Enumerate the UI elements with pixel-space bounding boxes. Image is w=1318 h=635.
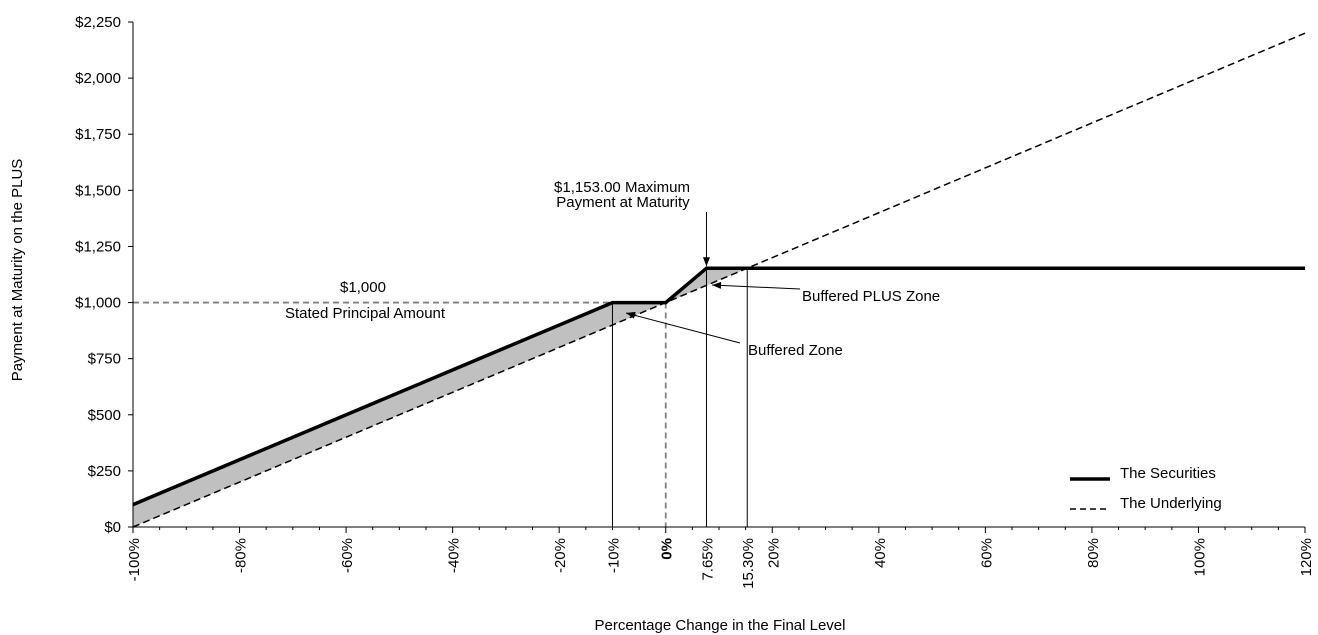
buffered-plus-zone-label: Buffered PLUS Zone	[802, 288, 940, 305]
max-payment-label-line1: $1,153.00 Maximum	[554, 179, 690, 196]
x-tick-label: 0%	[659, 538, 676, 560]
y-tick-label: $1,750	[75, 126, 121, 143]
x-tick-label: 100%	[1192, 538, 1209, 576]
buffered-zone-arrow-head	[626, 311, 636, 319]
series-line-securities	[132, 266, 1305, 507]
x-tick-label: 7.65%	[700, 538, 717, 581]
x-tick-label: -20%	[552, 538, 569, 573]
plot-area: $0 $250 $500 $750 $1,000 $1,250 $1,500 $1,750 $2…	[75, 14, 1315, 589]
buffered-zone-label: Buffered Zone	[748, 342, 843, 359]
y-tick-label: $2,250	[75, 14, 121, 31]
y-tick-label: $1,250	[75, 238, 121, 255]
y-tick-label: $0	[104, 519, 121, 536]
x-tick-label: -10%	[606, 538, 623, 573]
y-tick-label: $1,500	[75, 182, 121, 199]
y-tick-label: $750	[88, 351, 121, 368]
y-tick-label: $500	[88, 407, 121, 424]
x-tick-label: 80%	[1085, 538, 1102, 568]
series-line-underlying	[132, 32, 1306, 528]
buffered-zone-arrow-line	[625, 312, 741, 344]
x-tick-label: 40%	[872, 538, 889, 568]
x-axis-title: Percentage Change in the Final Level	[594, 617, 845, 634]
x-tick-label: -40%	[446, 538, 463, 573]
buffered-plus-zone-arrow-head	[712, 281, 722, 289]
y-axis-title: Payment at Maturity on the PLUS	[9, 159, 26, 382]
x-tick-label: 120%	[1298, 538, 1315, 576]
y-tick-label: $2,000	[75, 70, 121, 87]
x-tick-label: 60%	[978, 538, 995, 568]
buffered-plus-zone-arrow-line	[711, 284, 801, 290]
x-tick-label: -80%	[233, 538, 250, 573]
stated-principal-value-label: $1,000	[340, 279, 386, 296]
stated-principal-label: Stated Principal Amount	[285, 305, 446, 322]
max-payment-arrow-head	[702, 257, 710, 267]
legend-label-securities: The Securities	[1120, 465, 1216, 482]
y-tick-label: $250	[88, 463, 121, 480]
max-payment-label-line2: Payment at Maturity	[556, 194, 690, 211]
x-tick-label: 20%	[765, 538, 782, 568]
legend-label-underlying: The Underlying	[1120, 495, 1222, 512]
x-tick-label: -60%	[339, 538, 356, 573]
y-tick-label: $1,000	[75, 295, 121, 312]
x-tick-label: 15.30%	[740, 538, 757, 589]
x-tick-label: -100%	[126, 538, 143, 581]
legend: The Securities The Underlying	[1070, 465, 1222, 512]
